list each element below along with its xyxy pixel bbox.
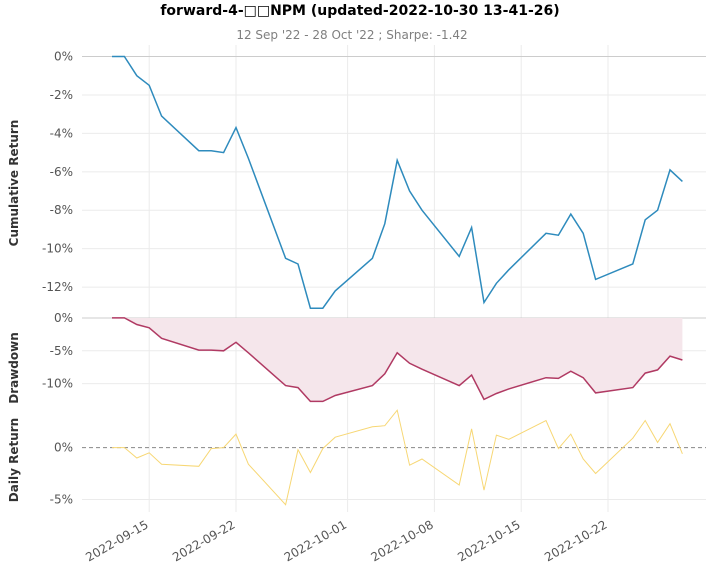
x-tick-label: 2022-10-22 [542, 517, 609, 564]
daily-return-line [112, 409, 683, 506]
y-tick-label: -5% [50, 493, 73, 507]
x-tick-label: 2022-10-08 [368, 517, 435, 564]
chart-subtitle: 12 Sep '22 - 28 Oct '22 ; Sharpe: -1.42 [236, 28, 467, 42]
x-tick-label: 2022-09-22 [170, 517, 237, 564]
y-tick-label: -10% [42, 377, 73, 391]
y-tick-label: -8% [50, 203, 73, 217]
y-tick-label: -2% [50, 88, 73, 102]
x-tick-label: 2022-10-15 [455, 517, 522, 564]
drawdown-area [112, 317, 683, 402]
series-layer [112, 55, 683, 506]
y-tick-label: 0% [54, 311, 73, 325]
grid-layer [82, 45, 706, 512]
chart-title: forward-4-□□NPM (updated-2022-10-30 13-4… [160, 3, 559, 19]
drawdown-line [112, 317, 683, 403]
y-tick-label: 0% [54, 50, 73, 64]
drawdown-fill-layer [112, 317, 683, 402]
y-tick-label: -4% [50, 126, 73, 140]
tick-label-layer: 2022-09-15 2022-09-22 2022-10-01 2022-10-08… [42, 50, 610, 565]
cumulative-return-line [112, 55, 683, 309]
x-tick-label: 2022-10-01 [282, 517, 349, 564]
y-tick-label: -12% [42, 280, 73, 294]
y-tick-label: -5% [50, 344, 73, 358]
ylabel-daily-return: Daily Return [7, 418, 21, 502]
y-tick-label: -6% [50, 165, 73, 179]
y-tick-label: 0% [54, 441, 73, 455]
ylabel-cumulative-return: Cumulative Return [7, 120, 21, 247]
y-tick-label: -10% [42, 242, 73, 256]
x-tick-label: 2022-09-15 [83, 517, 150, 564]
ylabel-drawdown: Drawdown [7, 332, 21, 404]
